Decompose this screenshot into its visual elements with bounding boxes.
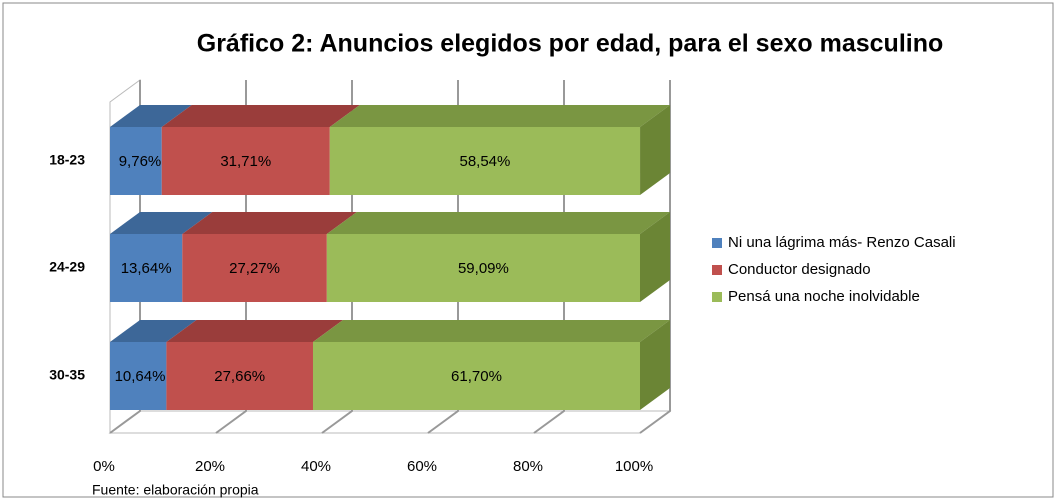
bar-top bbox=[110, 320, 197, 342]
bar-top bbox=[161, 105, 360, 127]
bar bbox=[329, 127, 641, 195]
grid-line bbox=[639, 80, 671, 434]
legend-label: Conductor designado bbox=[728, 261, 871, 278]
bar-side bbox=[640, 320, 670, 410]
legend-swatch bbox=[712, 238, 722, 248]
bar bbox=[110, 127, 162, 195]
bar-top bbox=[110, 105, 192, 127]
data-label: 27,27% bbox=[229, 260, 280, 277]
bar bbox=[182, 234, 327, 302]
x-tick-label: 20% bbox=[195, 458, 225, 475]
x-tick-label: 40% bbox=[301, 458, 331, 475]
bar-top bbox=[182, 212, 357, 234]
x-tick-label: 100% bbox=[615, 458, 653, 475]
bar bbox=[166, 342, 313, 410]
bar-top bbox=[326, 212, 670, 234]
y-tick-label: 24-29 bbox=[49, 259, 85, 275]
bar bbox=[110, 342, 167, 410]
chart-title: Gráfico 2: Anuncios elegidos por edad, p… bbox=[197, 30, 944, 58]
bar bbox=[326, 234, 640, 302]
legend-label: Pensá una noche inolvidable bbox=[728, 288, 920, 305]
bar bbox=[161, 127, 330, 195]
bar bbox=[312, 342, 640, 410]
x-tick-label: 60% bbox=[407, 458, 437, 475]
bar-side bbox=[640, 212, 670, 302]
data-label: 61,70% bbox=[451, 368, 502, 385]
bar-top bbox=[110, 212, 213, 234]
y-tick-label: 18-23 bbox=[49, 152, 85, 168]
data-label: 27,66% bbox=[214, 368, 265, 385]
bar-side bbox=[640, 105, 671, 195]
source-note: Fuente: elaboración propia bbox=[92, 482, 259, 498]
data-label: 59,09% bbox=[458, 260, 509, 277]
data-label: 58,54% bbox=[459, 153, 510, 170]
bar-top bbox=[312, 320, 670, 342]
y-tick-label: 30-35 bbox=[49, 367, 85, 383]
data-label: 10,64% bbox=[115, 368, 166, 385]
data-label: 9,76% bbox=[119, 153, 162, 170]
legend-swatch bbox=[712, 292, 722, 302]
legend-swatch bbox=[712, 265, 722, 275]
data-label: 31,71% bbox=[220, 153, 271, 170]
x-tick-label: 0% bbox=[93, 458, 115, 475]
x-tick-label: 80% bbox=[513, 458, 543, 475]
bar-top bbox=[329, 105, 671, 127]
bar-top bbox=[166, 320, 343, 342]
legend-label: Ni una lágrima más- Renzo Casali bbox=[728, 234, 956, 251]
data-label: 13,64% bbox=[121, 260, 172, 277]
bar bbox=[110, 234, 183, 302]
